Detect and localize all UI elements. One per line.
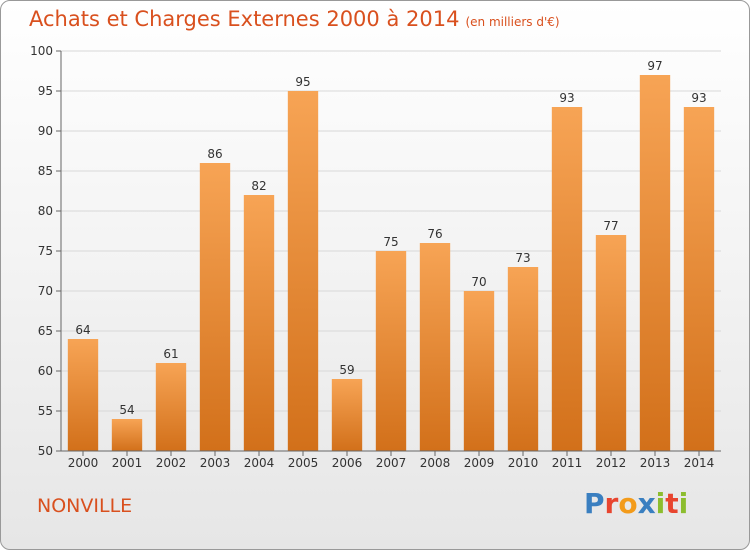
value-label: 73 [515,251,530,265]
value-label: 97 [647,59,662,73]
x-tick-label: 2000 [68,456,99,470]
bar-2005 [287,91,319,451]
y-tick-label: 90 [38,124,53,138]
bar-2010 [507,267,539,451]
x-tick-label: 2008 [420,456,451,470]
logo-letter: i [655,487,666,520]
axes: 50 55 60 65 70 75 80 85 90 95 100 2000 2001 2002 2003 2… [30,44,721,470]
x-tick-label: 2010 [508,456,539,470]
y-tick-label: 75 [38,244,53,258]
y-tick-label: 95 [38,84,53,98]
x-tick-label: 2005 [288,456,319,470]
y-tick-label: 85 [38,164,53,178]
bar-2009 [463,291,495,451]
x-tick-label: 2007 [376,456,407,470]
x-tick-label: 2009 [464,456,495,470]
y-tick-label: 80 [38,204,53,218]
x-tick-label: 2004 [244,456,275,470]
value-label: 86 [207,147,222,161]
value-label: 59 [339,363,354,377]
value-label: 75 [383,235,398,249]
proxiti-logo: Proxiti [584,487,688,520]
logo-letter: t [665,487,679,520]
value-label: 61 [163,347,178,361]
logo-letter: P [584,487,605,520]
value-label: 93 [559,91,574,105]
value-label: 76 [427,227,442,241]
bar-2012 [595,235,627,451]
x-tick-label: 2006 [332,456,363,470]
x-tick-label: 2014 [684,456,715,470]
value-label: 93 [691,91,706,105]
value-label: 95 [295,75,310,89]
logo-letter: i [678,487,689,520]
y-tick-label: 60 [38,364,53,378]
bar-2001 [111,419,143,451]
x-tick-label: 2003 [200,456,231,470]
x-tick-label: 2011 [552,456,583,470]
city-name: NONVILLE [37,495,133,517]
y-tick-label: 65 [38,324,53,338]
bar-2000 [67,339,99,451]
chart-subtitle: (en milliers d'€) [465,15,560,29]
logo-letter: o [618,487,638,520]
logo-letter: r [604,487,619,520]
bars: 64 54 61 86 82 95 59 75 76 70 73 93 77 97 93 [67,59,715,451]
chart-title: Achats et Charges Externes 2000 à 2014 (e… [29,7,560,31]
bar-2003 [199,163,231,451]
bar-2004 [243,195,275,451]
x-tick-label: 2012 [596,456,627,470]
bar-2014 [683,107,715,451]
bar-2002 [155,363,187,451]
y-tick-label: 50 [38,444,53,458]
y-tick-label: 55 [38,404,53,418]
y-tick-label: 70 [38,284,53,298]
value-label: 82 [251,179,266,193]
x-tick-label: 2013 [640,456,671,470]
chart-title-text: Achats et Charges Externes 2000 à 2014 [29,7,460,31]
logo-letter: x [637,487,656,520]
y-tick-label: 100 [30,44,53,58]
bar-2006 [331,379,363,451]
bar-2007 [375,251,407,451]
bar-2013 [639,75,671,451]
value-label: 77 [603,219,618,233]
bar-2011 [551,107,583,451]
bar-2008 [419,243,451,451]
value-label: 54 [119,403,134,417]
value-label: 70 [471,275,486,289]
x-tick-label: 2002 [156,456,187,470]
value-label: 64 [75,323,90,337]
x-tick-label: 2001 [112,456,143,470]
